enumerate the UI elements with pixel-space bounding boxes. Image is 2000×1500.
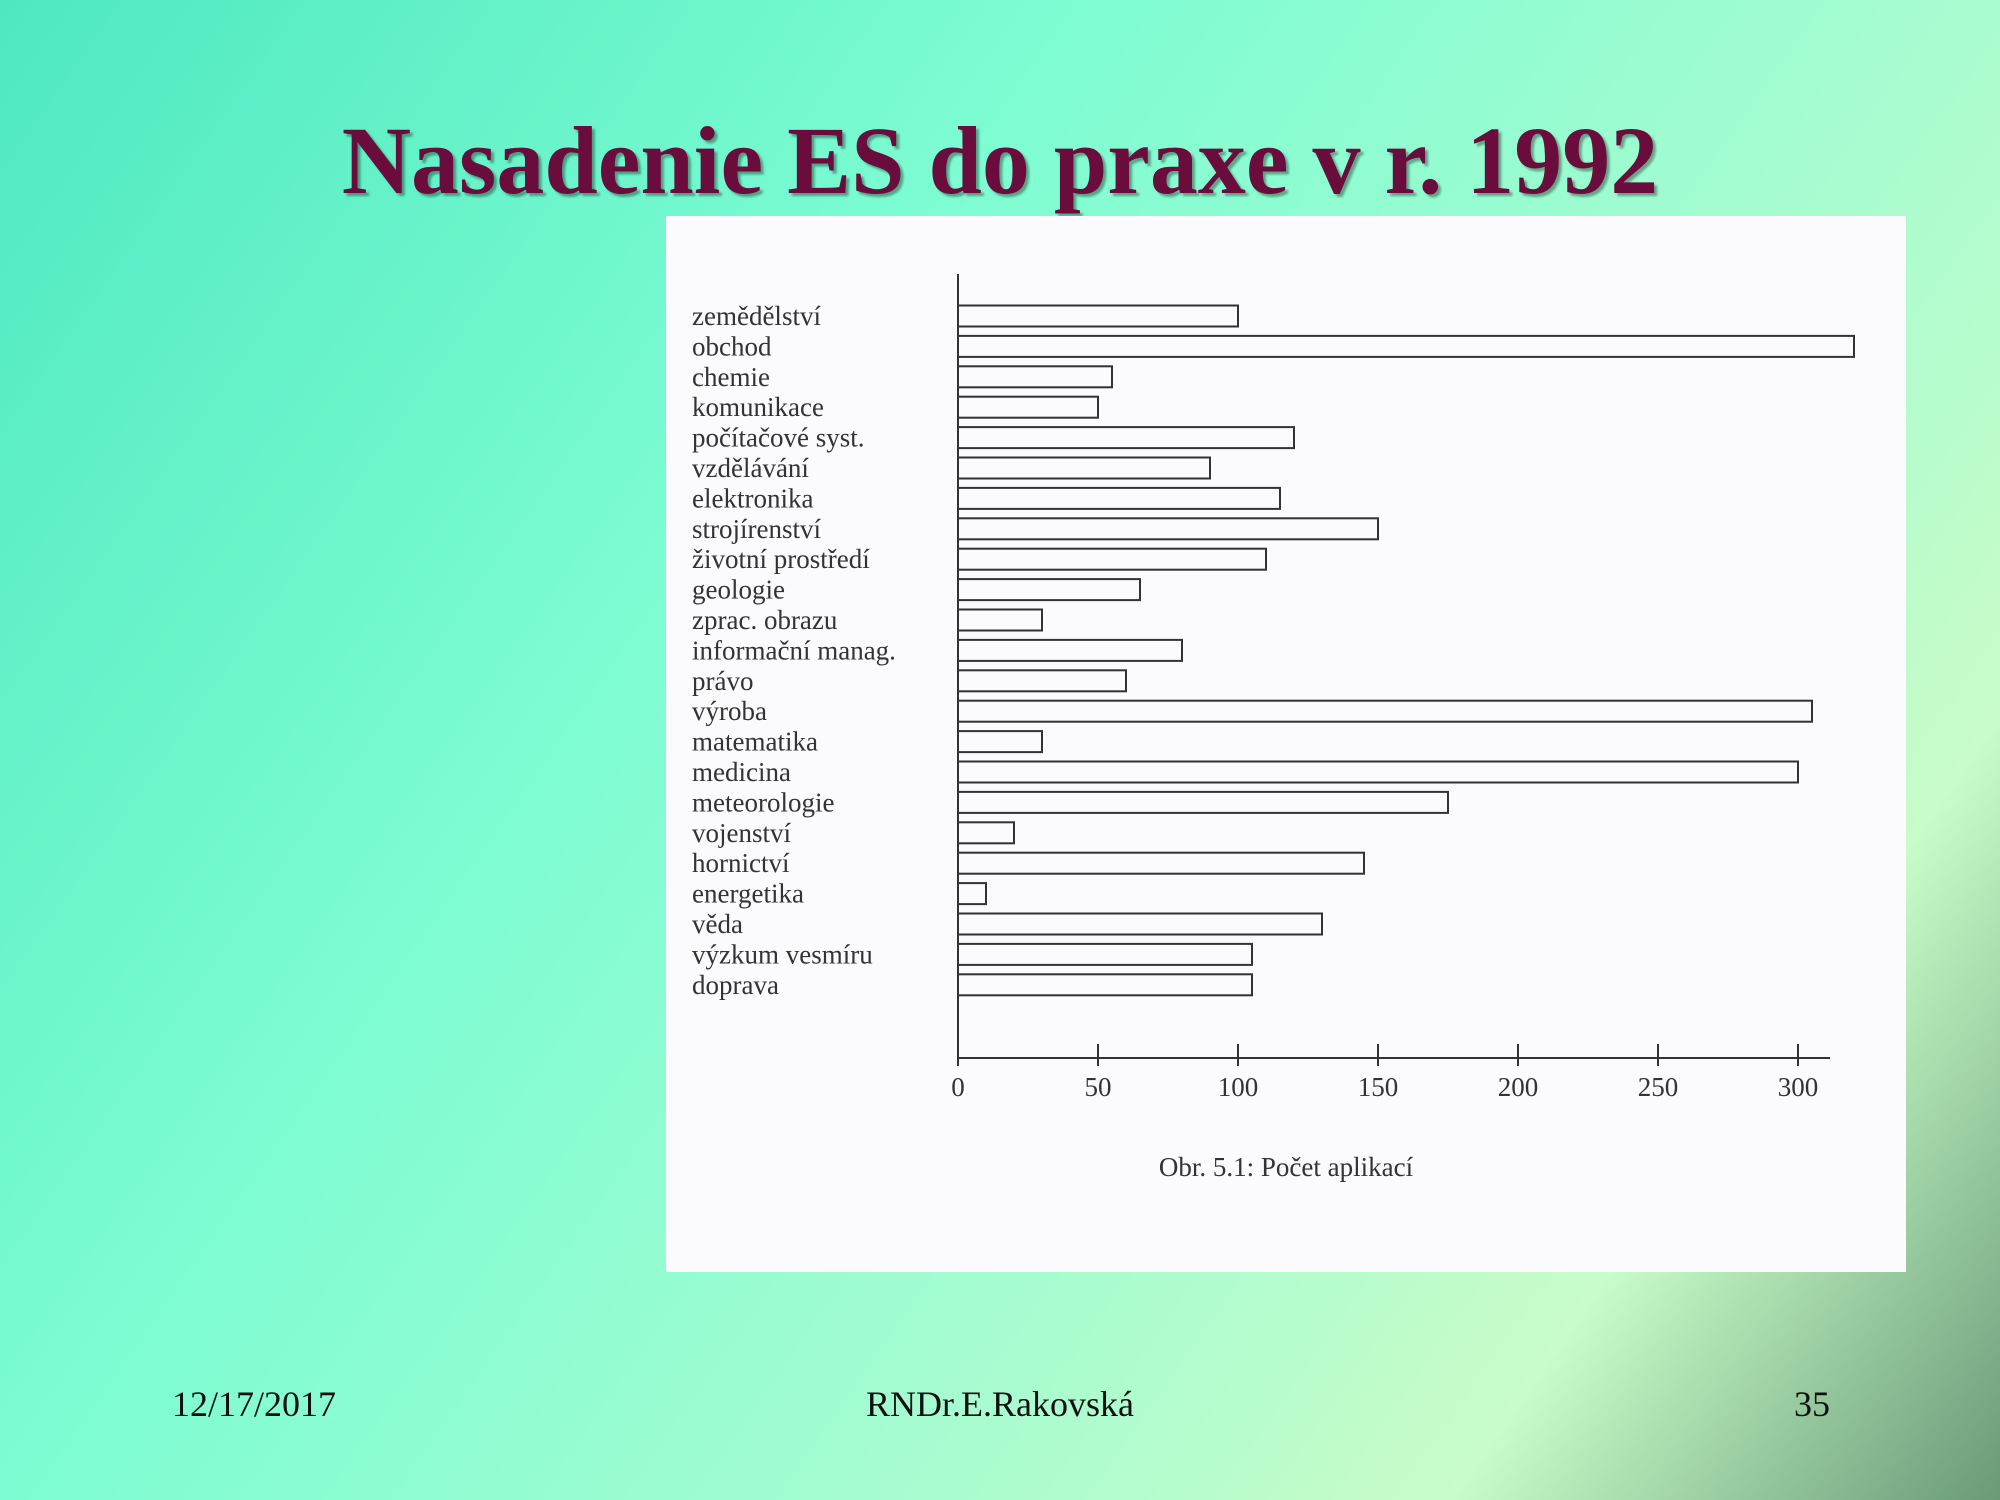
x-tick-label: 250 [1638, 1072, 1679, 1102]
chart-scan: zemědělství obchod chemie komunikace počítač… [666, 216, 1906, 1272]
category-label: počítačové syst. [692, 423, 864, 453]
category-label: životní prostředí [692, 544, 870, 574]
category-label: energetika [692, 879, 804, 909]
bar-13 [957, 669, 1127, 693]
bar-1 [957, 304, 1239, 328]
x-tick-label: 100 [1218, 1072, 1259, 1102]
bar-21 [957, 912, 1323, 936]
category-labels-group: zemědělstvíobchodchemiekomunikacepočítač… [692, 301, 896, 1000]
bar-2 [957, 334, 1855, 358]
bar-22 [957, 942, 1253, 966]
x-tick-label: 200 [1498, 1072, 1539, 1102]
category-label: obchod [692, 331, 772, 361]
category-label: strojírenství [692, 514, 821, 544]
category-label: geologie [692, 575, 785, 605]
category-label: komunikace [692, 392, 824, 422]
bar-18 [957, 821, 1015, 845]
category-label: vzdělávání [692, 453, 809, 483]
category-label: hornictví [692, 848, 790, 878]
bar-7 [957, 486, 1281, 510]
x-tick-label: 50 [1085, 1072, 1112, 1102]
category-label: elektronika [692, 483, 813, 513]
chart-caption: Obr. 5.1: Počet aplikací [1159, 1152, 1414, 1182]
bar-19 [957, 851, 1365, 875]
bar-6 [957, 456, 1211, 480]
bars-group [957, 304, 1855, 997]
bar-15 [957, 730, 1043, 754]
category-label: věda [692, 909, 743, 939]
bar-17 [957, 790, 1449, 814]
bar-14 [957, 699, 1813, 723]
category-label: informační manag. [692, 635, 896, 665]
footer-author: RNDr.E.Rakovská [866, 1384, 1134, 1424]
bar-23 [957, 973, 1253, 997]
category-label: meteorologie [692, 787, 834, 817]
bar-10 [957, 578, 1141, 602]
bar-chart: zemědělstvíobchodchemiekomunikacepočítač… [692, 274, 1855, 1182]
bar-5 [957, 426, 1295, 450]
x-tick-label: 150 [1358, 1072, 1399, 1102]
category-label: doprava [692, 970, 779, 1000]
category-label: matematika [692, 727, 818, 757]
bar-12 [957, 638, 1183, 662]
category-label: právo [692, 666, 753, 696]
bar-3 [957, 365, 1113, 389]
bar-4 [957, 395, 1099, 419]
category-label: výzkum vesmíru [692, 939, 873, 969]
category-label: výroba [692, 696, 767, 726]
bar-20 [957, 882, 987, 906]
bar-11 [957, 608, 1043, 632]
bar-8 [957, 517, 1379, 541]
category-label: vojenství [692, 818, 791, 848]
page-number: 35 [1794, 1384, 1830, 1424]
x-tick-label: 300 [1778, 1072, 1819, 1102]
category-label: zprac. obrazu [692, 605, 838, 635]
bar-9 [957, 547, 1267, 571]
category-label: medicina [692, 757, 791, 787]
category-label: zemědělství [692, 301, 821, 331]
x-tick-label: 0 [951, 1072, 965, 1102]
category-label: chemie [692, 362, 770, 392]
footer-date: 12/17/2017 [172, 1384, 337, 1424]
slide-title: Nasadenie ES do praxe v r. 1992 [341, 107, 1659, 214]
bar-16 [957, 760, 1799, 784]
x-axis: 0 50 100 150 200 250 300 [951, 274, 1830, 1102]
